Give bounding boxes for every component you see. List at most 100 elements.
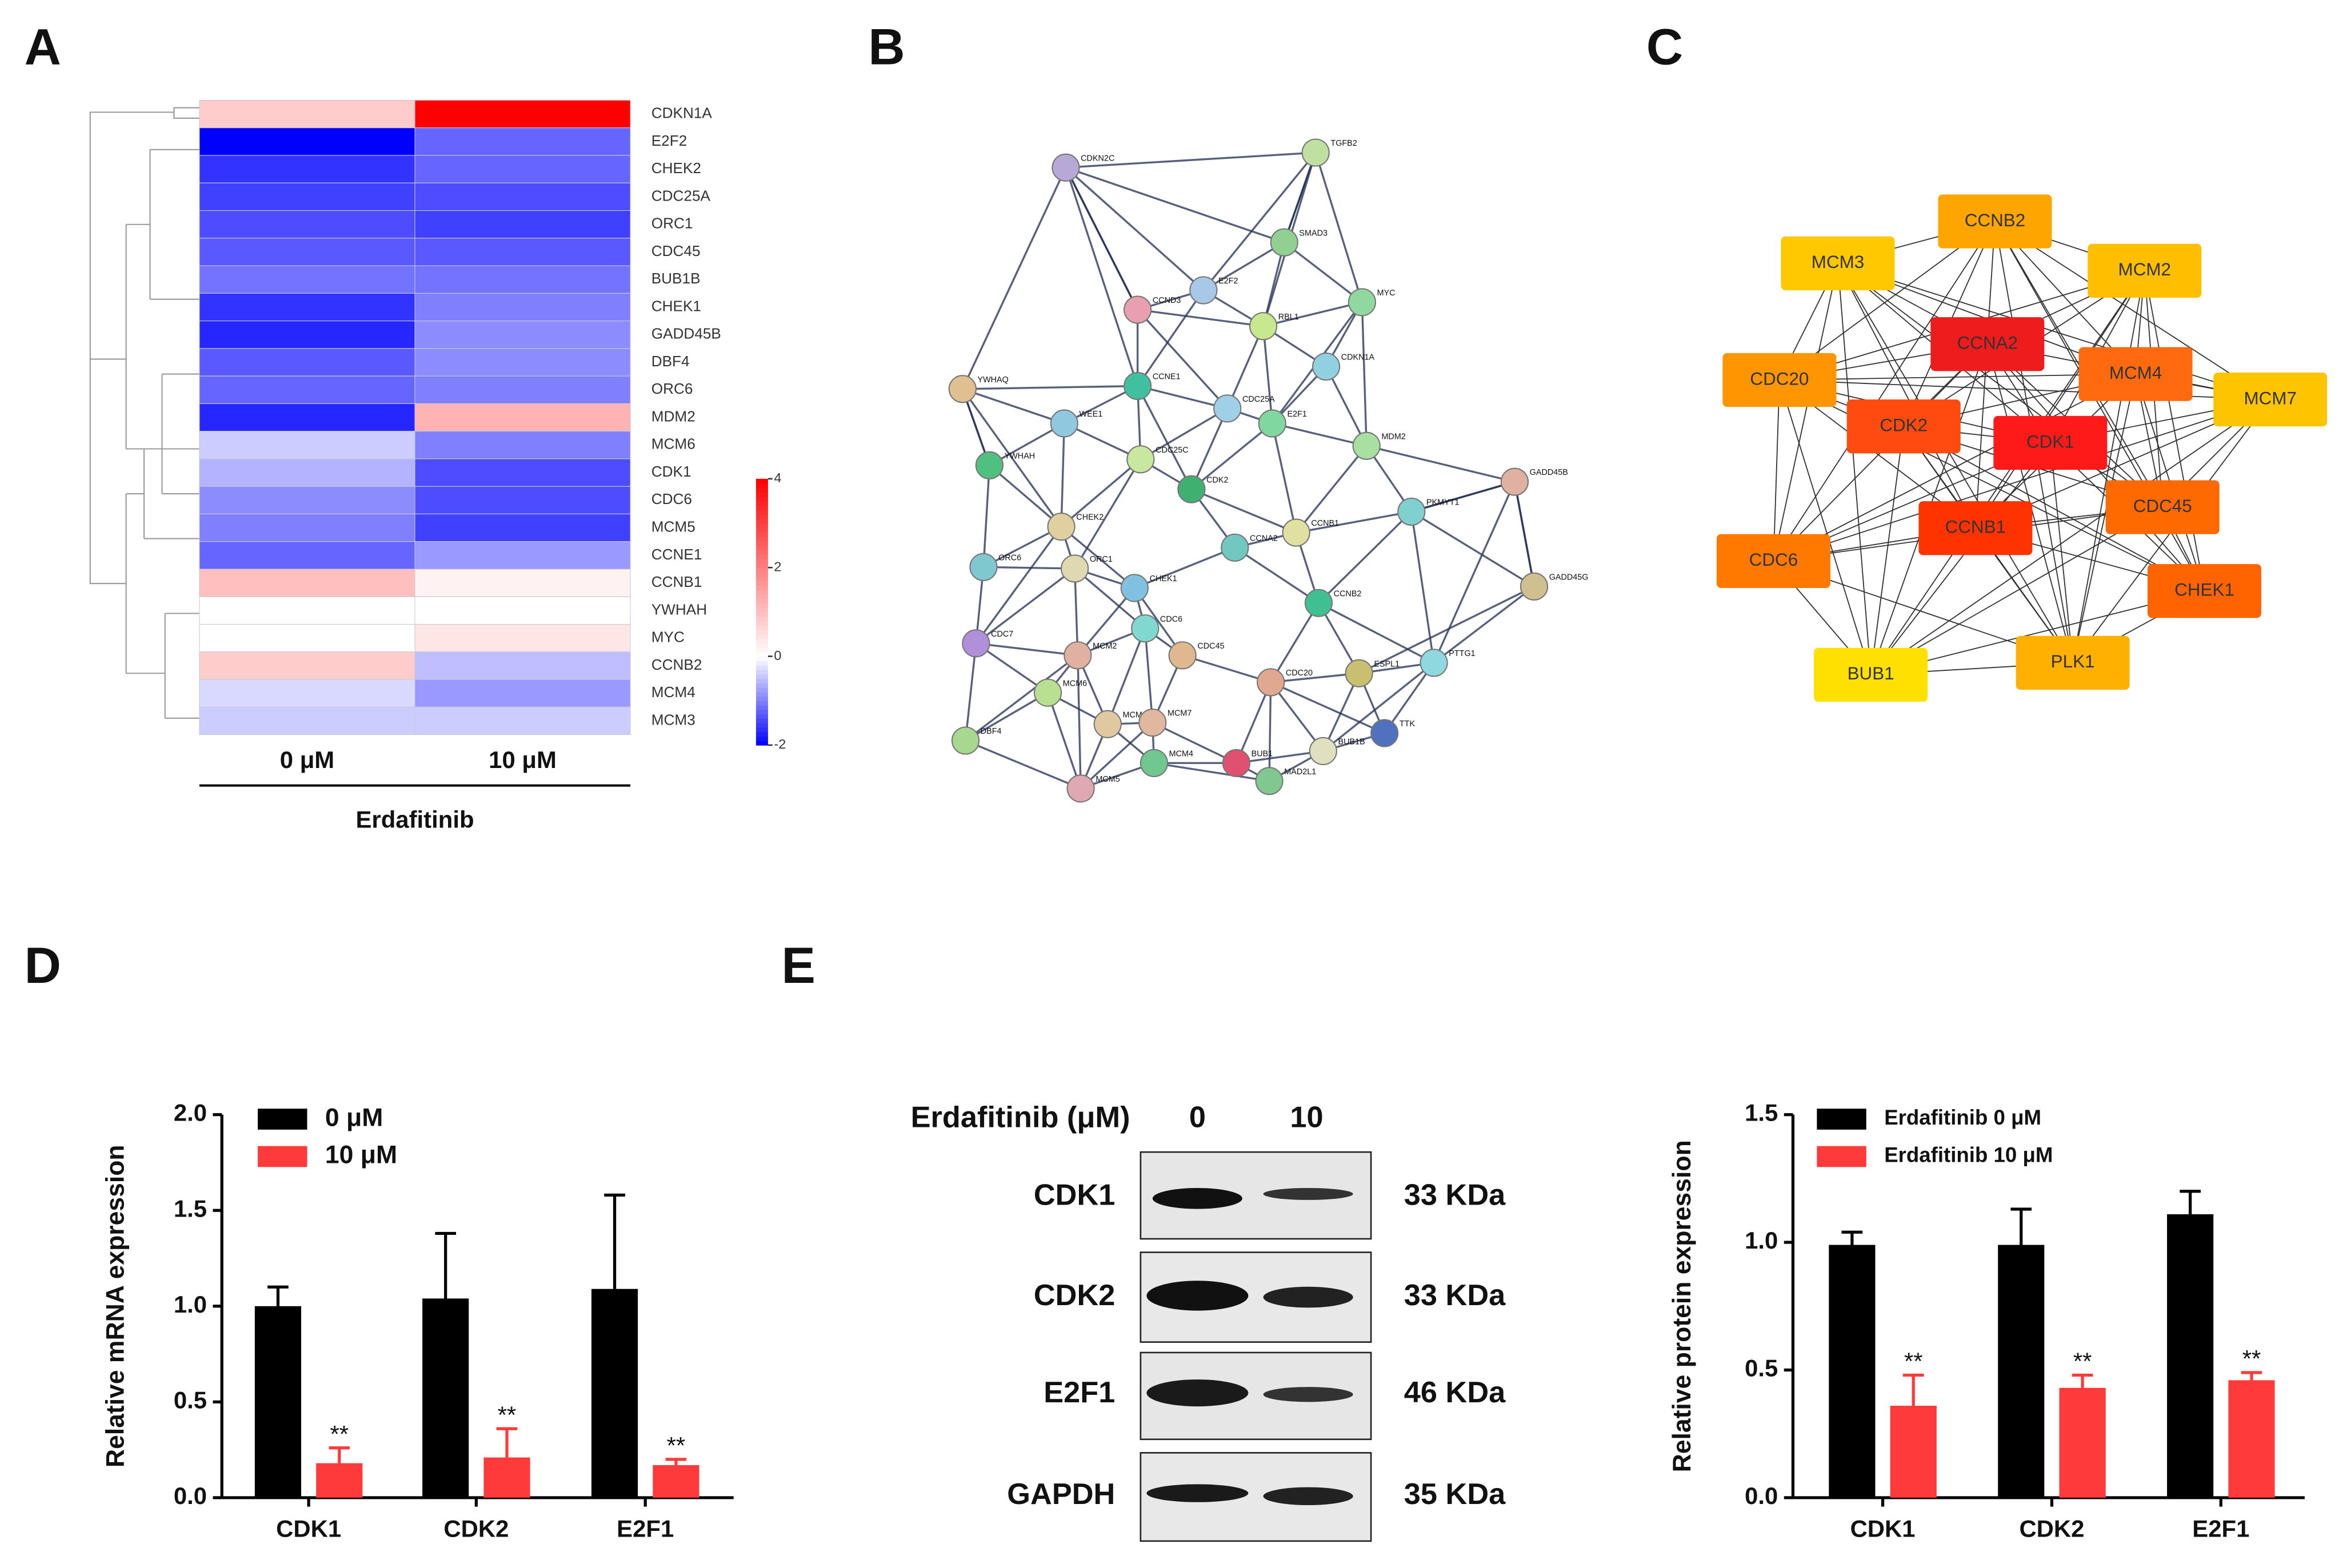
network-edge [1191, 488, 1297, 534]
colorbar-segment [755, 483, 768, 489]
network-node [962, 629, 990, 658]
colorbar-segment [755, 656, 768, 662]
row-label: CDK1 [651, 463, 691, 480]
heatmap-cell [414, 596, 631, 625]
network-edge [1137, 385, 1193, 490]
colorbar-segment [755, 709, 768, 715]
network-node [1257, 668, 1285, 697]
size-label: 33 KDa [1404, 1279, 1506, 1312]
protein-label: GAPDH [1007, 1478, 1115, 1511]
network-edge [983, 566, 1075, 570]
column-label: 0 μM [280, 746, 334, 773]
node-label: CHEK1 [2174, 580, 2234, 600]
network-edge [975, 642, 1049, 694]
legend-label: 10 μM [325, 1141, 397, 1169]
network-edge [1870, 506, 2163, 675]
node-label: BUB1 [1848, 663, 1894, 683]
colorbar-segment [755, 527, 768, 533]
panel-label: A [25, 18, 61, 75]
bar [2167, 1214, 2214, 1498]
x-tick-label: CDK2 [443, 1515, 509, 1542]
node-label: CCND3 [1153, 296, 1181, 305]
lane-label: 10 [1290, 1101, 1323, 1134]
colorbar-segment [755, 598, 768, 604]
network-node [975, 451, 1004, 479]
row-label: CDC45 [651, 242, 701, 259]
network-edge [1065, 167, 1139, 387]
network-edge [1140, 407, 1228, 461]
node-label: SMAD3 [1299, 229, 1328, 238]
network-node [1249, 312, 1278, 341]
network-edge [1366, 445, 1515, 483]
significance: ** [2242, 1345, 2261, 1372]
node-label: CCNB2 [1965, 210, 2025, 230]
heatmap-cell [199, 265, 415, 294]
network-node [1131, 614, 1159, 643]
node-label: CDK1 [2026, 431, 2074, 451]
row-label: CCNB2 [651, 656, 702, 673]
row-label: ORC1 [651, 215, 693, 232]
network-node [2088, 243, 2202, 298]
heatmap-cell [199, 679, 415, 707]
node-label: PTTG1 [1449, 649, 1475, 658]
colorbar-segment [755, 514, 768, 519]
y-tick-label: 0.5 [1745, 1355, 1778, 1382]
node-label: GADD45B [1530, 468, 1568, 477]
colorbar-segment [755, 696, 768, 702]
heatmap-cell [414, 210, 631, 239]
heatmap-cell [414, 127, 631, 156]
heatmap-cell [414, 182, 631, 211]
node-label: ESPL1 [1374, 659, 1400, 669]
network-node [1258, 409, 1286, 438]
heatmap-cell [199, 486, 415, 514]
colorbar-tick-label: 2 [774, 559, 781, 574]
colorbar-segment [755, 741, 768, 746]
node-label: MCM2 [2118, 259, 2171, 279]
colorbar-segment [755, 678, 768, 683]
network-edge [989, 422, 1065, 466]
network-edge [1903, 426, 2205, 592]
network-node [1930, 317, 2045, 371]
heatmap-cell [199, 238, 415, 266]
network-edge [1837, 262, 2271, 400]
bar [483, 1457, 530, 1498]
colorbar-segment [755, 523, 768, 529]
network-edge [1270, 681, 1324, 752]
network-edge [2072, 374, 2136, 663]
legend-swatch [258, 1146, 307, 1167]
y-tick-label: 0.5 [174, 1386, 207, 1413]
node-label: MDM2 [1381, 432, 1405, 441]
blot-header: Erdafitinib (μM) [911, 1101, 1130, 1134]
node-label: YWHAH [1005, 451, 1035, 461]
x-tick-label: CDK1 [276, 1515, 341, 1542]
heatmap-cell [199, 210, 415, 239]
node-label: CDC45 [1197, 642, 1224, 651]
network-edge [1410, 511, 1435, 663]
network-edge [1065, 166, 1285, 243]
network-edge [1773, 221, 1996, 562]
colorbar-segment [755, 567, 768, 573]
colorbar-segment [755, 651, 768, 657]
colorbar-segment [755, 541, 768, 546]
row-label: YWHAH [651, 601, 707, 618]
colorbar-segment [755, 674, 768, 679]
network-node [1500, 467, 1529, 496]
colorbar-segment [755, 563, 768, 569]
heatmap-cell [199, 431, 415, 459]
legend-swatch [258, 1109, 307, 1130]
network-node [1420, 649, 1448, 677]
colorbar-segment [755, 545, 768, 550]
network-edge [961, 167, 1067, 390]
network-node [1397, 497, 1426, 526]
network-node [1120, 574, 1149, 602]
network-node [1177, 475, 1206, 503]
network-edge [1106, 628, 1146, 725]
node-label: CDKN1A [1341, 353, 1375, 362]
network-edge [964, 643, 977, 741]
legend-swatch [1817, 1109, 1866, 1130]
panel-label: C [1646, 18, 1683, 75]
heatmap-cell [414, 706, 631, 735]
network-node [1126, 445, 1155, 474]
heatmap-cell [414, 679, 631, 707]
